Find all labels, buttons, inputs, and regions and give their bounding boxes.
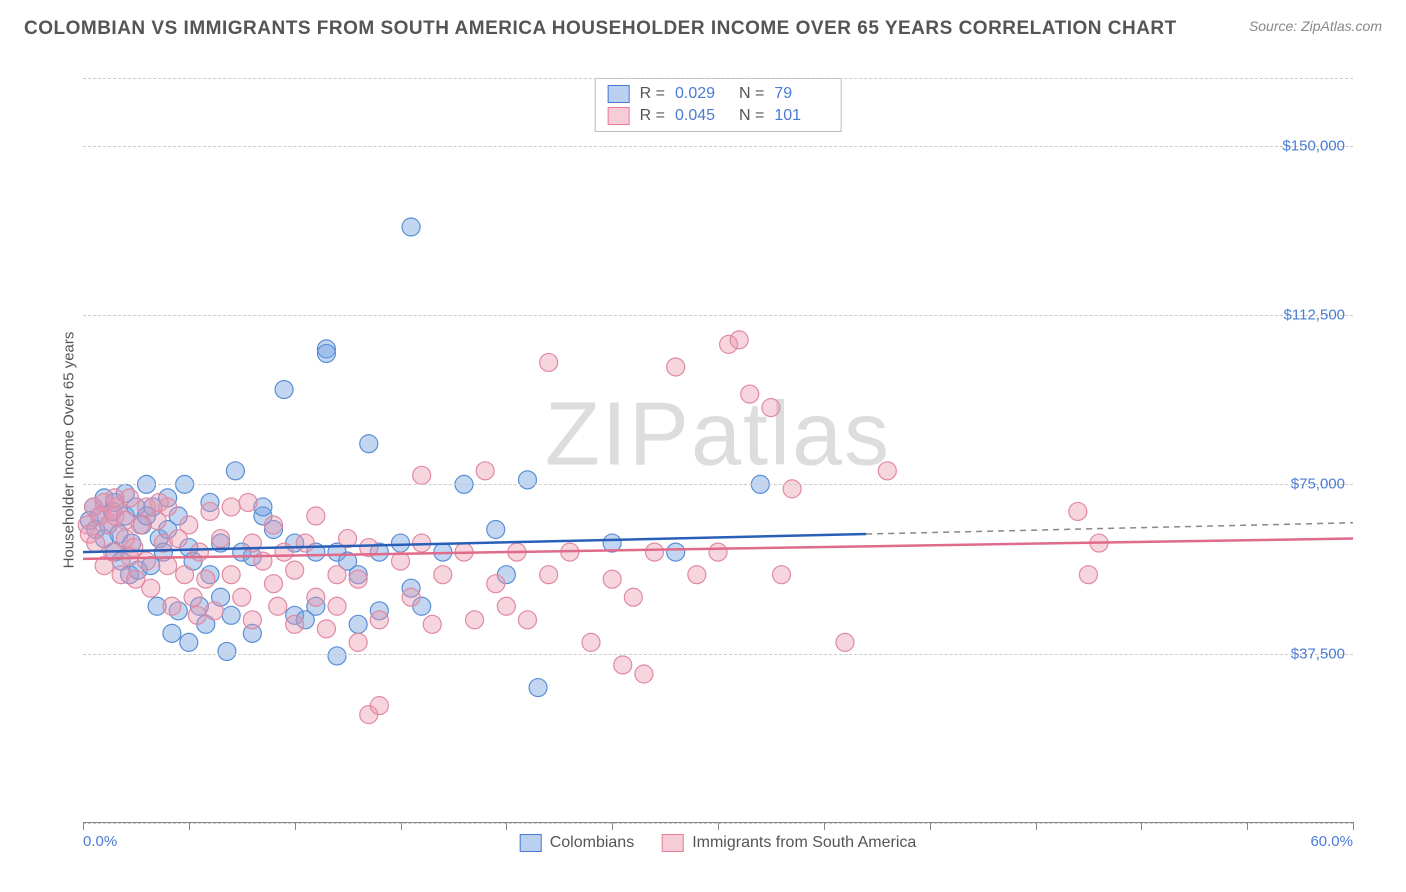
x-tick — [401, 822, 402, 830]
x-tick — [1036, 822, 1037, 830]
gridline — [83, 654, 1353, 655]
x-tick — [506, 822, 507, 830]
source-label: Source: — [1249, 18, 1301, 34]
legend-swatch — [608, 85, 630, 103]
stats-row: R = 0.045 N = 101 — [608, 105, 829, 127]
x-tick — [83, 822, 84, 830]
x-tick — [930, 822, 931, 830]
gridline — [83, 484, 1353, 485]
x-tick — [718, 822, 719, 830]
x-tick — [189, 822, 190, 830]
y-axis-label: Householder Income Over 65 years — [61, 332, 78, 569]
y-tick-label: $37,500 — [1291, 645, 1345, 662]
y-tick-label: $75,000 — [1291, 476, 1345, 493]
legend-label: Colombians — [550, 834, 634, 852]
legend-swatch — [662, 834, 684, 852]
stat-n-value: 79 — [774, 85, 828, 103]
x-tick — [1247, 822, 1248, 830]
stat-r-value: 0.045 — [675, 107, 729, 125]
stat-r-label: R = — [640, 85, 665, 103]
source: Source: ZipAtlas.com — [1249, 18, 1382, 36]
stat-n-value: 101 — [774, 107, 828, 125]
stat-n-label: N = — [739, 107, 764, 125]
gridline — [83, 315, 1353, 316]
x-tick — [824, 822, 825, 830]
y-tick-label: $112,500 — [1284, 307, 1345, 324]
legend-swatch — [608, 107, 630, 125]
gridline — [83, 146, 1353, 147]
chart-title: COLOMBIAN VS IMMIGRANTS FROM SOUTH AMERI… — [24, 18, 1177, 40]
plot-area: Householder Income Over 65 years ZIPatla… — [83, 78, 1353, 823]
stat-n-label: N = — [739, 85, 764, 103]
stats-row: R = 0.029 N = 79 — [608, 83, 829, 105]
series-legend: Colombians Immigrants from South America — [520, 834, 917, 852]
trend-layer — [83, 78, 1353, 822]
stat-r-label: R = — [640, 107, 665, 125]
source-name: ZipAtlas.com — [1301, 18, 1382, 34]
gridline — [83, 78, 1353, 79]
x-tick — [1353, 822, 1354, 830]
stats-legend-box: R = 0.029 N = 79 R = 0.045 N = 101 — [595, 78, 842, 132]
stat-r-value: 0.029 — [675, 85, 729, 103]
legend-item: Colombians — [520, 834, 634, 852]
x-tick — [1141, 822, 1142, 830]
x-min-label: 0.0% — [83, 833, 117, 850]
x-max-label: 60.0% — [1310, 833, 1353, 850]
trend-line-extension — [866, 523, 1353, 534]
legend-item: Immigrants from South America — [662, 834, 916, 852]
header: COLOMBIAN VS IMMIGRANTS FROM SOUTH AMERI… — [0, 0, 1406, 48]
legend-label: Immigrants from South America — [692, 834, 916, 852]
x-tick — [295, 822, 296, 830]
x-tick — [612, 822, 613, 830]
chart: Householder Income Over 65 years ZIPatla… — [23, 48, 1383, 848]
legend-swatch — [520, 834, 542, 852]
y-tick-label: $150,000 — [1282, 137, 1345, 154]
